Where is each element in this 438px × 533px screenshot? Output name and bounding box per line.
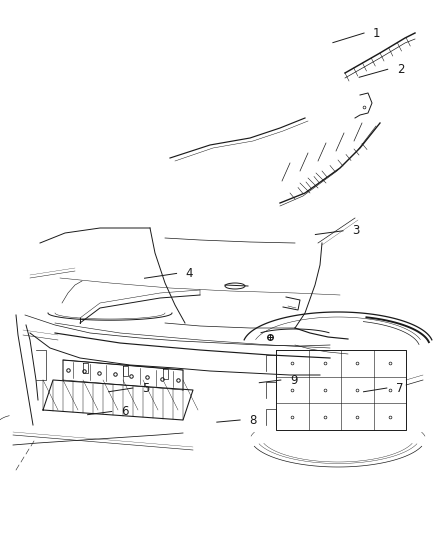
Text: 7: 7 <box>396 382 403 394</box>
Ellipse shape <box>225 283 245 289</box>
Text: 2: 2 <box>397 63 404 76</box>
Text: 4: 4 <box>186 267 193 280</box>
Text: 5: 5 <box>142 382 149 394</box>
Text: 3: 3 <box>352 224 360 237</box>
Text: 8: 8 <box>249 414 257 426</box>
Text: 9: 9 <box>290 374 297 386</box>
Text: 6: 6 <box>121 405 128 418</box>
Text: 1: 1 <box>373 27 381 39</box>
